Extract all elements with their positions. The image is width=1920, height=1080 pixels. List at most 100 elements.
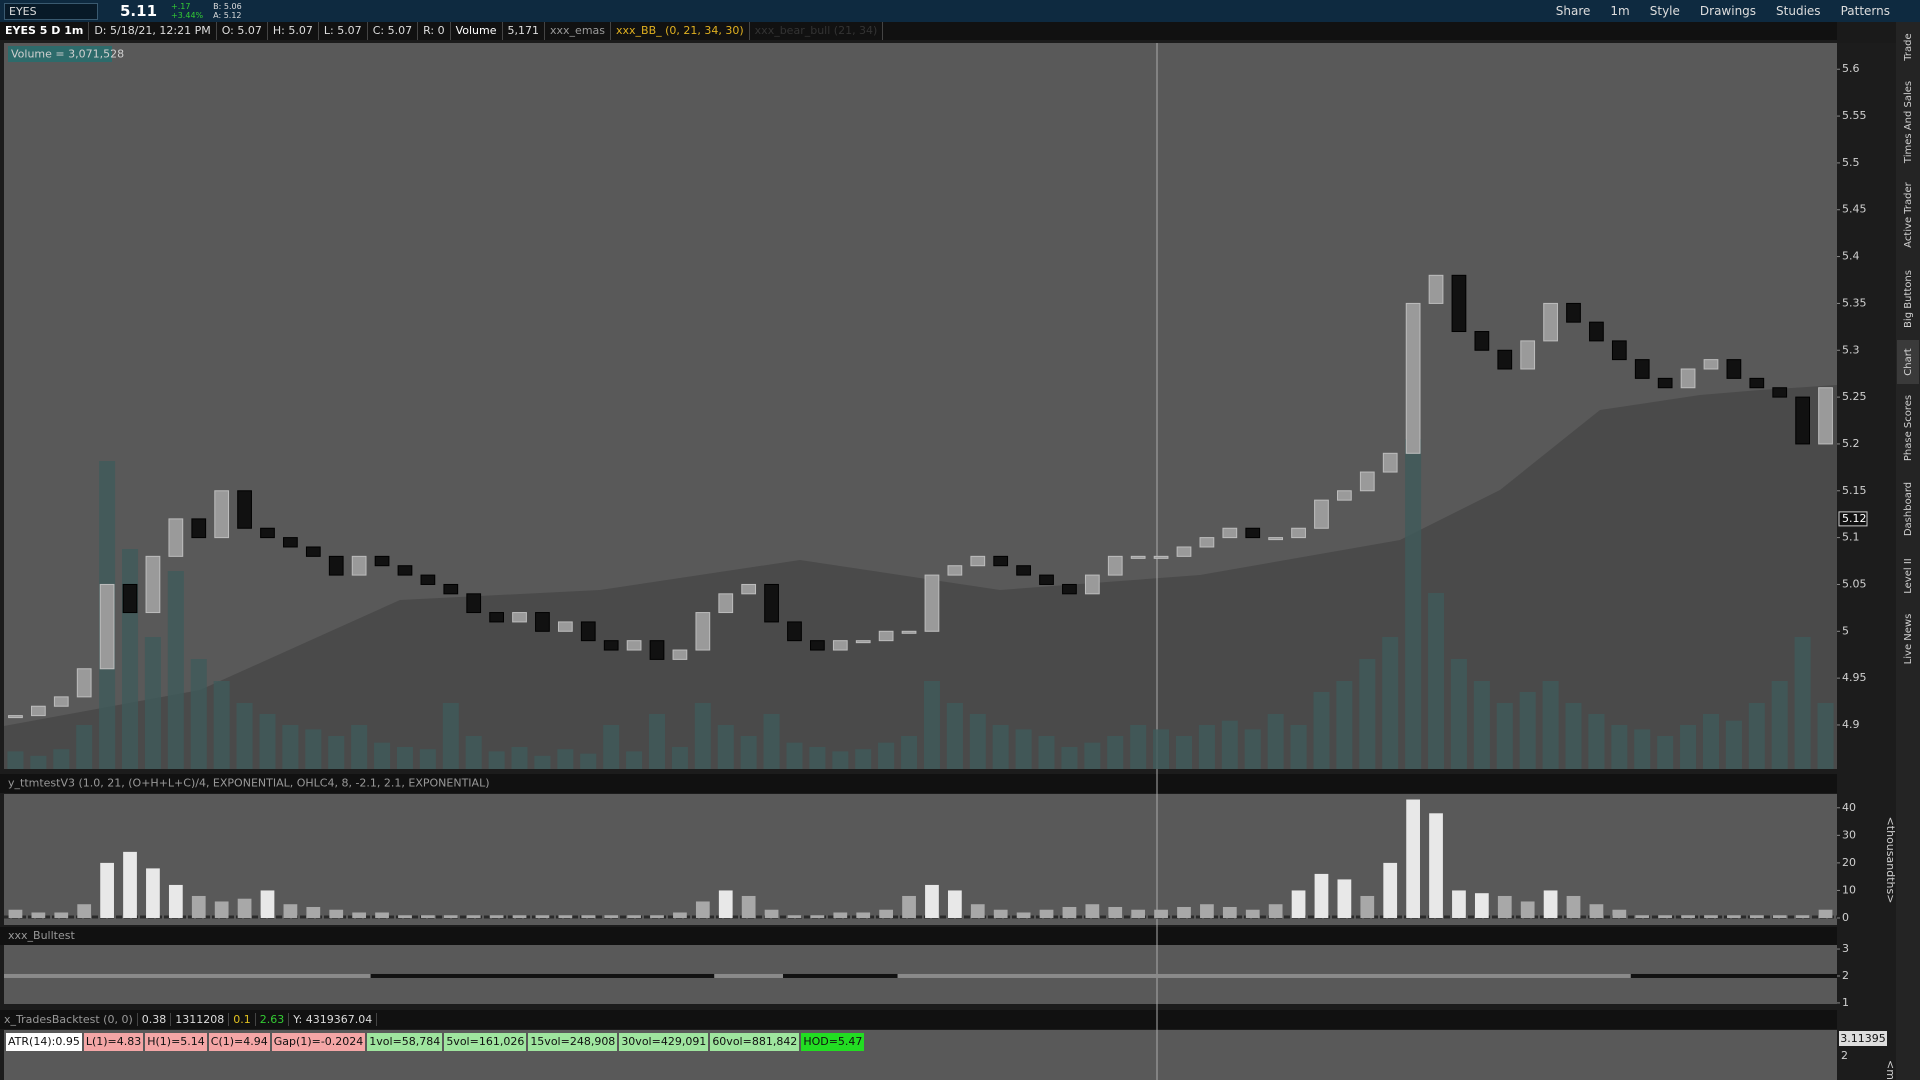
candle bbox=[443, 583, 459, 595]
candle bbox=[1062, 583, 1077, 595]
histogram-bar bbox=[1818, 909, 1833, 918]
histogram-bar bbox=[833, 912, 848, 918]
histogram-bar bbox=[1062, 906, 1077, 918]
study-header bbox=[0, 1010, 1837, 1029]
y-tick-label: 5.2 bbox=[1842, 437, 1860, 450]
volume-bar bbox=[1611, 725, 1628, 769]
change-pct: +3.44% bbox=[171, 11, 204, 20]
volume-bar bbox=[1428, 593, 1445, 769]
candle bbox=[1359, 471, 1375, 492]
info-item: xxx_emas bbox=[545, 22, 611, 40]
volume-bar bbox=[1130, 725, 1147, 769]
candle bbox=[1107, 555, 1123, 576]
volume-bar bbox=[236, 703, 253, 769]
change-abs: +.17 bbox=[171, 2, 191, 11]
volume-bar bbox=[190, 659, 207, 769]
drawings-button[interactable]: Drawings bbox=[1699, 4, 1757, 18]
histogram-bar bbox=[810, 915, 825, 918]
histogram-bar bbox=[1085, 904, 1100, 918]
toolbar: EYES 5.11 +.17 +3.44% B: 5.06 A: 5.12 Shar… bbox=[0, 0, 1920, 22]
volume-bar bbox=[1519, 692, 1536, 769]
volume-bar bbox=[648, 714, 666, 769]
stat-badge: H(1)=5.14 bbox=[145, 1032, 207, 1051]
side-tab: Dashboard bbox=[1903, 482, 1914, 536]
symbol-input[interactable]: EYES bbox=[4, 2, 98, 20]
volume-bar bbox=[1634, 729, 1651, 769]
histogram-bar bbox=[1108, 906, 1123, 918]
histogram-bar bbox=[1727, 915, 1741, 918]
bid: B: 5.06 bbox=[213, 2, 242, 11]
candle bbox=[283, 537, 298, 548]
histogram-bar bbox=[947, 890, 962, 918]
last-price-box bbox=[1838, 511, 1868, 527]
candle bbox=[832, 640, 848, 651]
volume-bar bbox=[282, 725, 299, 769]
side-tabs bbox=[1896, 22, 1920, 1080]
volume-bar bbox=[396, 747, 413, 769]
y-tick-label: 5.25 bbox=[1842, 390, 1867, 403]
stat-badge: 1vol=58,784 bbox=[367, 1032, 443, 1051]
volume-bar bbox=[1153, 729, 1170, 769]
candle bbox=[718, 593, 734, 614]
histogram-bar bbox=[77, 904, 92, 918]
studies-button[interactable]: Studies bbox=[1776, 4, 1821, 18]
candle bbox=[1153, 555, 1169, 559]
histogram-bar bbox=[627, 915, 641, 918]
candle bbox=[420, 574, 436, 585]
volume-bar bbox=[832, 751, 849, 769]
histogram-bar bbox=[1749, 915, 1764, 918]
study-header bbox=[0, 774, 1837, 793]
candle bbox=[30, 705, 46, 717]
candle bbox=[1749, 377, 1765, 389]
histogram-bar bbox=[1497, 895, 1512, 918]
candle bbox=[237, 490, 252, 529]
histogram-bar bbox=[1200, 904, 1214, 918]
y-tick-label: 10 bbox=[1842, 883, 1856, 896]
share-button[interactable]: Share bbox=[1555, 4, 1591, 18]
volume-bar bbox=[1657, 736, 1674, 769]
interval-button[interactable]: 1m bbox=[1610, 4, 1630, 18]
volume-bar bbox=[1359, 659, 1376, 769]
volume-bar bbox=[328, 736, 345, 769]
volume-bar bbox=[1038, 736, 1055, 769]
volume-bar bbox=[305, 729, 322, 769]
histogram-bar bbox=[673, 912, 687, 918]
candle bbox=[603, 640, 619, 651]
patterns-button[interactable]: Patterns bbox=[1840, 4, 1890, 18]
style-button[interactable]: Style bbox=[1649, 4, 1680, 18]
info-item: R: 0 bbox=[418, 22, 451, 40]
candle bbox=[1084, 574, 1100, 595]
side-tab: Phase Scores bbox=[1903, 395, 1914, 461]
histogram-bar bbox=[581, 915, 596, 918]
volume-bar bbox=[923, 681, 940, 769]
histogram-bar bbox=[1383, 862, 1398, 918]
candle bbox=[1497, 349, 1513, 370]
study-label: y_ttmtestV3 (1.0, 21, (O+H+L+C)/4, EXPON… bbox=[8, 777, 490, 790]
candle bbox=[1818, 387, 1833, 445]
candle bbox=[1337, 490, 1352, 501]
histogram-bar bbox=[466, 915, 481, 918]
candle bbox=[993, 555, 1009, 567]
volume-bar bbox=[259, 714, 276, 769]
study-header bbox=[0, 927, 1837, 945]
histogram-bar bbox=[1337, 879, 1352, 918]
candle bbox=[1130, 555, 1146, 559]
info-item: xxx_bear_bull (21, 34) bbox=[750, 22, 884, 40]
volume-bar bbox=[694, 703, 711, 769]
bull-segment bbox=[4, 973, 371, 978]
histogram-bar bbox=[489, 915, 504, 918]
study-label: xxx_Bulltest bbox=[8, 929, 75, 942]
candle bbox=[191, 518, 207, 539]
candle bbox=[1268, 537, 1284, 541]
volume-bar bbox=[557, 749, 574, 769]
volume-bar bbox=[1175, 736, 1193, 769]
histogram-panel bbox=[4, 794, 1837, 925]
stat-badge: HOD=5.47 bbox=[801, 1032, 865, 1051]
candle bbox=[878, 630, 894, 642]
histogram-bar bbox=[1566, 895, 1581, 918]
candle bbox=[1657, 377, 1673, 389]
candle bbox=[145, 555, 161, 614]
histogram-bar bbox=[1658, 915, 1673, 918]
side-tab: Active Trader bbox=[1903, 181, 1914, 247]
